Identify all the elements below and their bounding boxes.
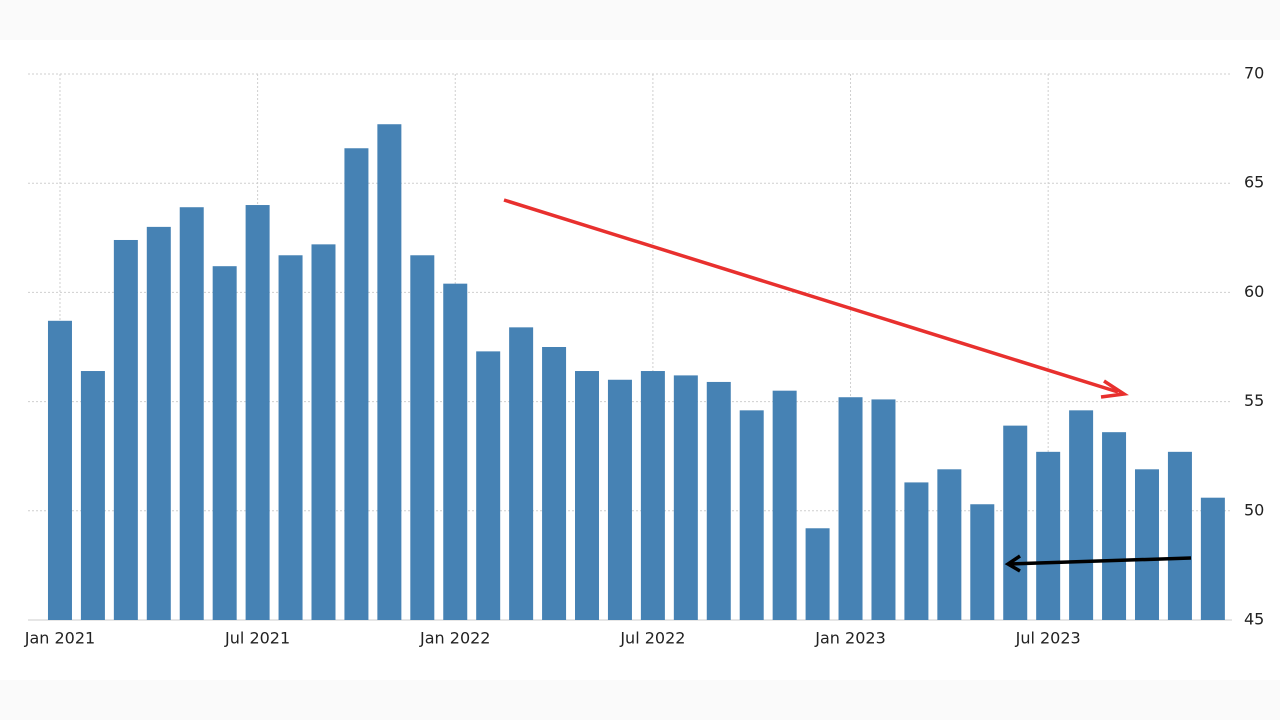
bar: [739, 410, 764, 620]
trend-arrow: [503, 198, 1119, 394]
bar: [476, 351, 501, 620]
bar: [970, 504, 995, 620]
bar: [311, 244, 336, 621]
x-tick-label: Jul 2023: [1015, 629, 1081, 648]
plot-area: 45 50 55 60 65 70 Jan 2021 Jul 2021 Jan 2022 Jul …: [24, 64, 1265, 648]
bar: [443, 283, 468, 620]
bar: [47, 320, 72, 620]
bar: [344, 148, 369, 621]
bar: [1167, 451, 1192, 620]
bar: [80, 371, 105, 620]
y-tick-label: 45: [1244, 610, 1264, 629]
y-tick-label: 70: [1244, 64, 1264, 83]
bar: [805, 528, 830, 620]
bar: [1036, 451, 1061, 620]
bar: [1069, 410, 1094, 620]
bar: [904, 482, 929, 620]
x-tick-label: Jan 2023: [814, 629, 885, 648]
bar: [1003, 425, 1028, 620]
bar: [575, 371, 600, 620]
bar: [278, 255, 303, 620]
bar: [607, 379, 632, 620]
x-tick-label: Jan 2021: [24, 629, 95, 648]
bar: [871, 399, 896, 620]
x-tick-label: Jul 2021: [224, 629, 290, 648]
bar: [113, 239, 138, 620]
bar: [838, 397, 863, 620]
y-tick-label: 60: [1244, 282, 1264, 301]
level-arrow-head: [1004, 554, 1021, 573]
bar: [1134, 469, 1159, 620]
bar: [377, 124, 402, 621]
bar: [640, 371, 665, 620]
bar: [673, 375, 698, 620]
bar: [772, 390, 797, 620]
y-tick-label: 50: [1244, 500, 1264, 519]
bar: [146, 226, 171, 620]
bar: [410, 255, 435, 620]
bar: [542, 347, 567, 620]
y-tick-label: 55: [1244, 391, 1264, 410]
bar: [1102, 432, 1127, 620]
bar: [212, 266, 237, 620]
bar: [706, 381, 731, 620]
bar: [245, 205, 270, 621]
bar: [509, 327, 534, 620]
trend-arrow-head: [1100, 379, 1129, 399]
level-arrow: [1009, 556, 1192, 566]
bar: [179, 207, 204, 620]
x-tick-label: Jan 2022: [419, 629, 490, 648]
y-tick-label: 65: [1244, 173, 1264, 192]
bar: [1200, 497, 1225, 620]
bar: [937, 469, 962, 620]
x-tick-label: Jul 2022: [619, 629, 685, 648]
